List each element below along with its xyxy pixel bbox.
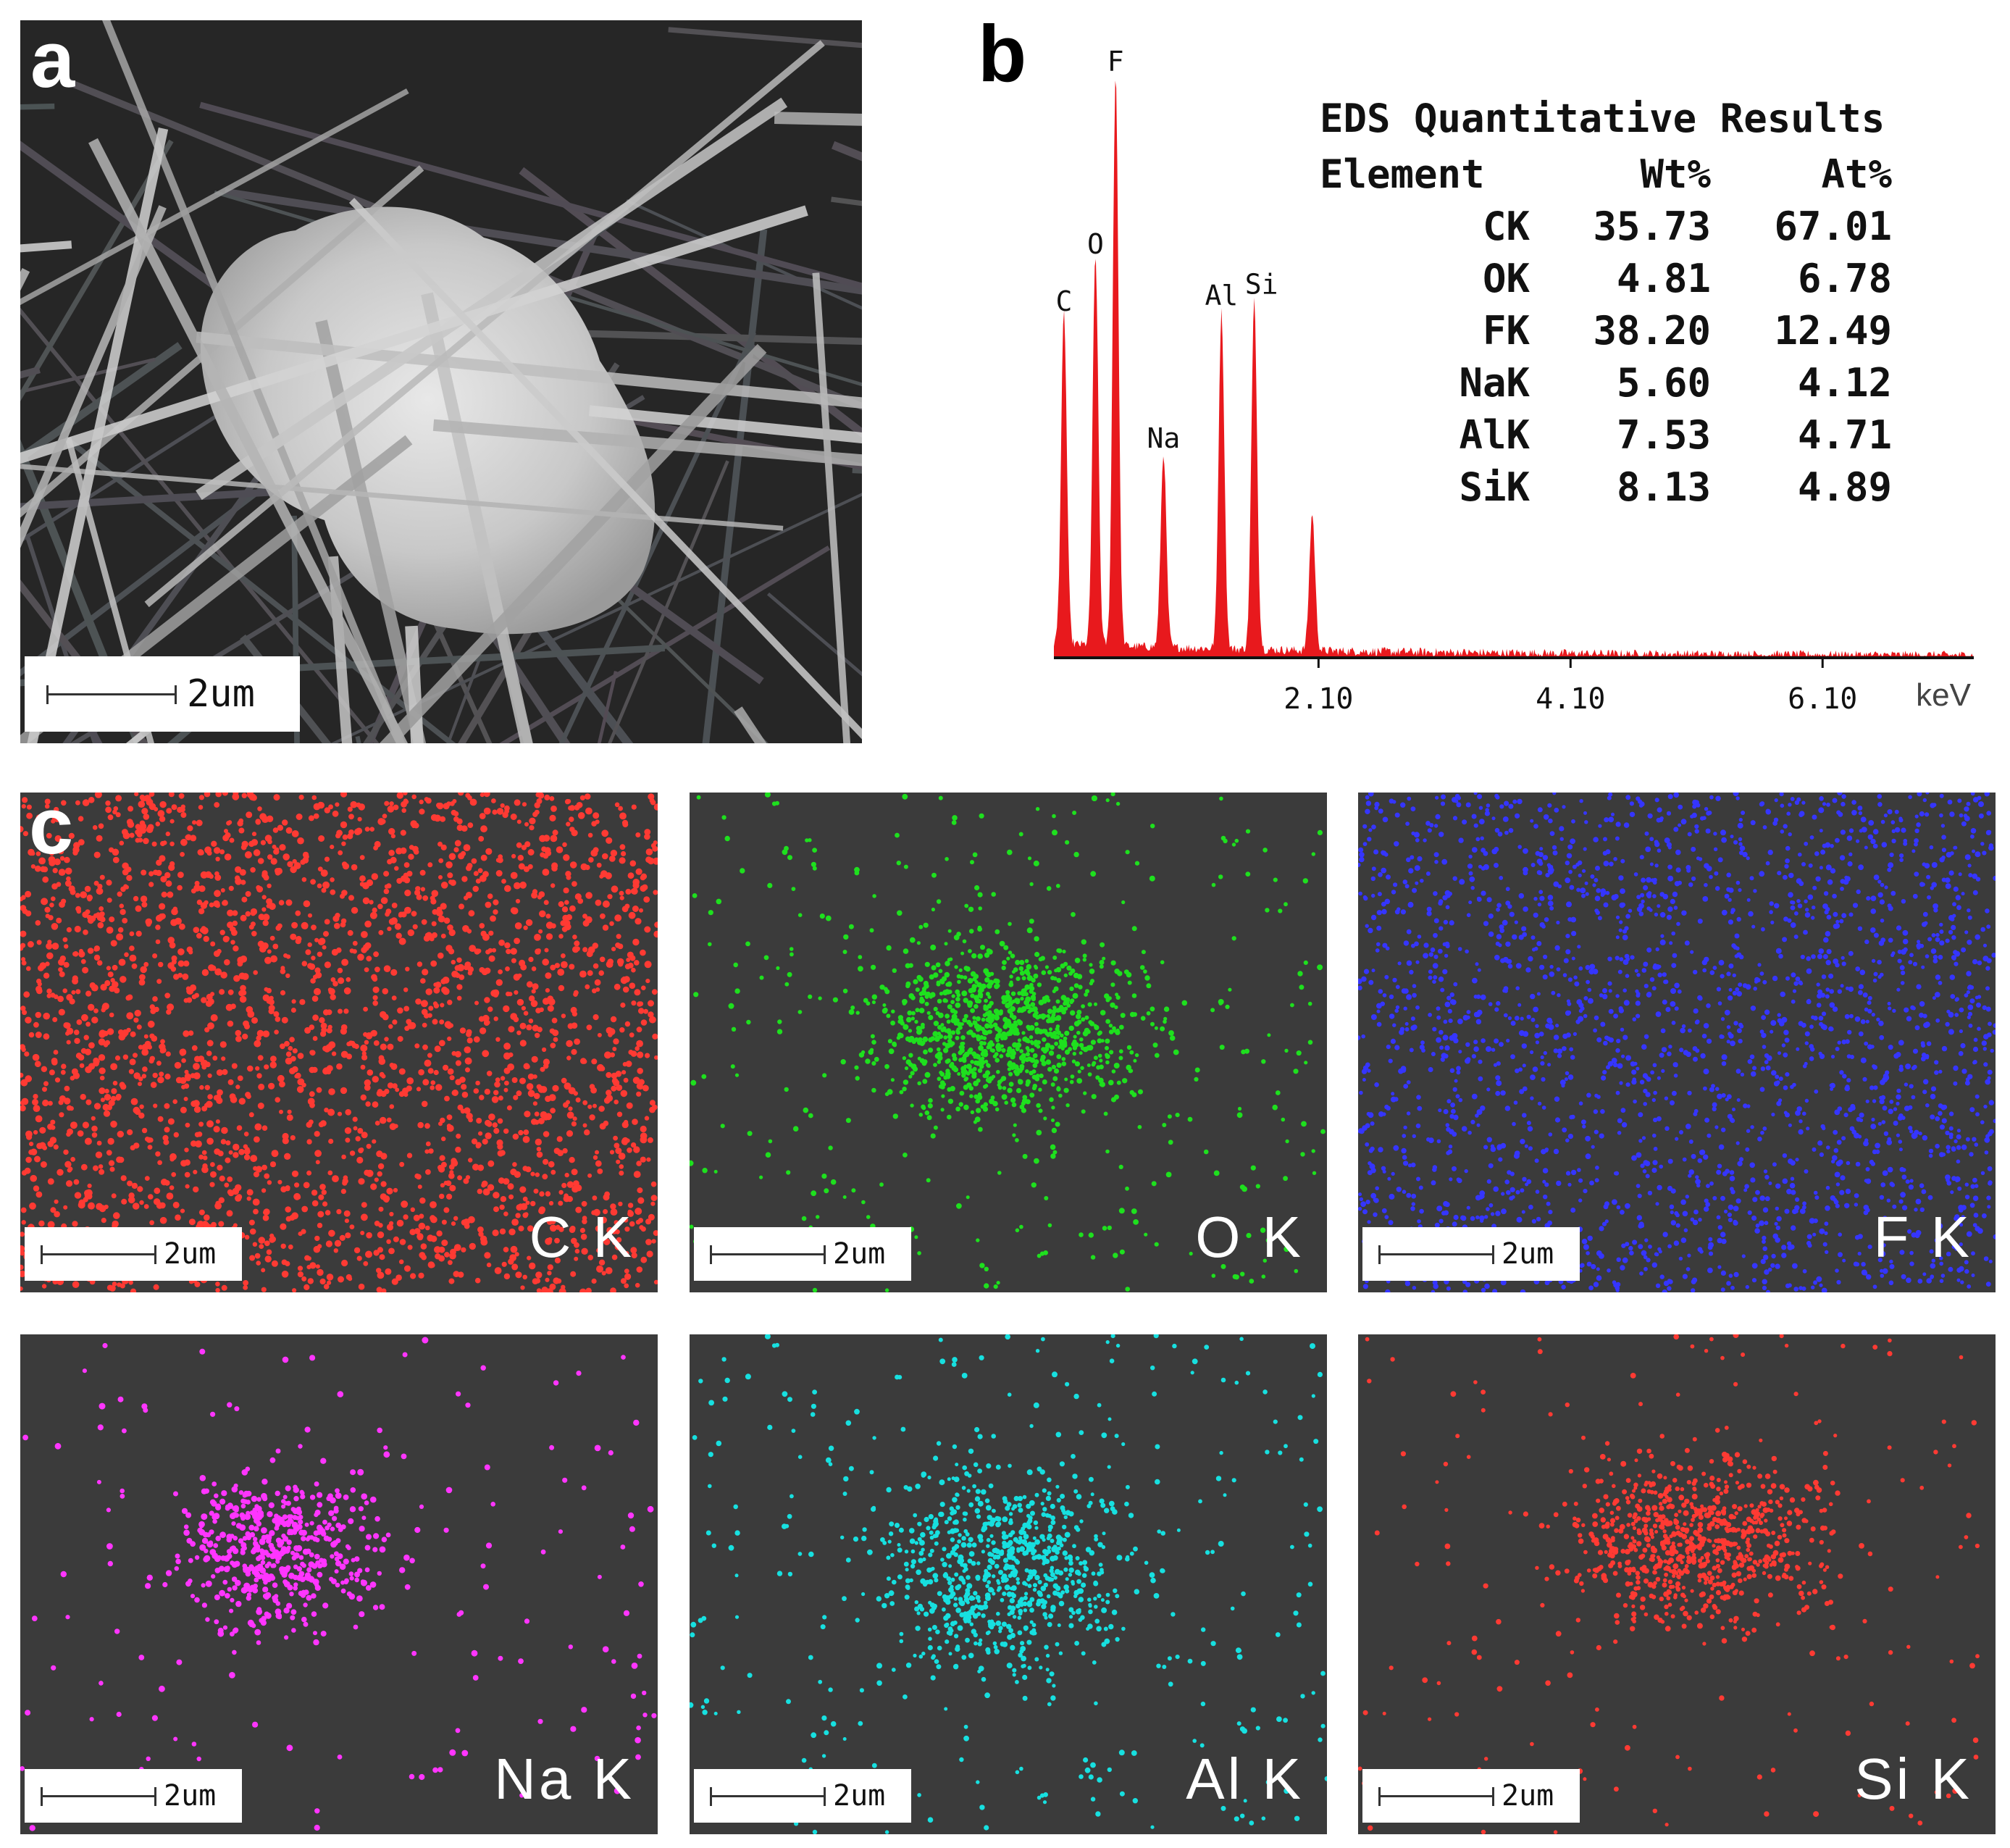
sem-image: 2um <box>20 20 862 743</box>
eds-col-wt: Wt% <box>1640 151 1711 197</box>
eds-cell-element: AlK <box>1459 411 1530 458</box>
x-tick-label: 2.10 <box>1284 682 1353 716</box>
scale-bar-map: 2um <box>25 1769 242 1823</box>
eds-cell-wt: 8.13 <box>1616 464 1711 510</box>
scale-bar-map: 2um <box>25 1227 242 1281</box>
eds-cell-at: 12.49 <box>1774 307 1892 354</box>
scale-bar-label: 2um <box>833 1237 886 1271</box>
element-map-f: 2um F K <box>1358 793 1996 1292</box>
eds-cell-at: 67.01 <box>1774 203 1892 249</box>
table-row: NaK 5.60 4.12 <box>1320 356 1892 409</box>
scale-bar-line <box>1378 1245 1494 1264</box>
map-dots <box>690 793 1326 1292</box>
crystal-particle <box>200 206 656 635</box>
scale-bar-label: 2um <box>187 672 255 716</box>
table-row: OK 4.81 6.78 <box>1320 252 1892 304</box>
scale-bar-label: 2um <box>1502 1779 1554 1813</box>
map-dots <box>1358 793 1996 1292</box>
scale-bar-label: 2um <box>164 1779 217 1813</box>
map-element-label: Si K <box>1854 1747 1972 1811</box>
eds-cell-at: 4.71 <box>1797 411 1892 458</box>
eds-cell-wt: 35.73 <box>1593 203 1711 249</box>
scale-bar-label: 2um <box>1502 1237 1554 1271</box>
panel-letter-b: b <box>978 9 1027 99</box>
scale-bar-line <box>41 1245 156 1264</box>
scale-bar-line <box>41 1786 156 1806</box>
eds-cell-at: 6.78 <box>1797 255 1892 301</box>
scale-bar-map: 2um <box>694 1769 911 1823</box>
table-row: FK 38.20 12.49 <box>1320 304 1892 356</box>
eds-cell-wt: 38.20 <box>1593 307 1711 354</box>
scale-bar-line <box>46 685 177 704</box>
scale-bar-line <box>1378 1786 1494 1806</box>
eds-cell-element: FK <box>1482 307 1530 354</box>
map-element-label: C K <box>529 1205 635 1269</box>
scale-bar-line <box>710 1245 826 1264</box>
sem-fibers <box>20 20 862 743</box>
x-axis-label: keV <box>1916 677 1971 713</box>
eds-cell-wt: 4.81 <box>1616 255 1711 301</box>
eds-cell-at: 4.12 <box>1797 359 1892 406</box>
peak-label: Si <box>1245 268 1278 300</box>
eds-cell-element: OK <box>1482 255 1530 301</box>
eds-col-element: Element <box>1320 151 1485 197</box>
element-map-al: 2um Al K <box>690 1334 1327 1834</box>
peak-label: Na <box>1147 422 1180 454</box>
scale-bar-label: 2um <box>164 1237 217 1271</box>
table-row: AlK 7.53 4.71 <box>1320 409 1892 461</box>
eds-cell-element: NaK <box>1459 359 1530 406</box>
map-dots <box>690 1334 1327 1834</box>
map-dots <box>20 793 658 1292</box>
eds-spectrum-chart: 2.10 4.10 6.10 keV CO F Na Al Si <box>1054 46 1974 716</box>
eds-table-header: Element Wt% At% <box>1320 148 1892 200</box>
eds-cell-at: 4.89 <box>1797 464 1892 510</box>
panel-letter-a: a <box>30 15 75 104</box>
eds-results-table: EDS Quantitative Results Element Wt% At%… <box>1320 96 1892 513</box>
map-element-label: Na K <box>494 1747 635 1811</box>
x-tick-label: 6.10 <box>1788 682 1857 716</box>
scale-bar-line <box>710 1786 826 1806</box>
element-map-si: 2um Si K <box>1358 1334 1996 1834</box>
peak-label: O <box>1087 228 1104 260</box>
panel-letter-c: c <box>29 782 74 871</box>
scale-bar-a: 2um <box>25 656 300 732</box>
scale-bar-map: 2um <box>694 1227 911 1281</box>
scale-bar-label: 2um <box>833 1779 886 1813</box>
table-row: SiK 8.13 4.89 <box>1320 461 1892 513</box>
peak-label: Al <box>1205 280 1239 312</box>
peak-label: C <box>1055 285 1072 317</box>
element-map-na: 2um Na K <box>20 1334 658 1834</box>
eds-col-at: At% <box>1821 151 1892 197</box>
map-element-label: O K <box>1195 1205 1304 1269</box>
element-map-c: 2um C K <box>20 793 658 1292</box>
peak-label: F <box>1107 46 1124 78</box>
scale-bar-map: 2um <box>1362 1769 1580 1823</box>
element-map-o: 2um O K <box>690 793 1327 1292</box>
eds-table-title: EDS Quantitative Results <box>1320 96 1885 141</box>
x-tick-label: 4.10 <box>1536 682 1605 716</box>
scale-bar-map: 2um <box>1362 1227 1580 1281</box>
map-dots <box>20 1337 657 1831</box>
table-row: CK 35.73 67.01 <box>1320 200 1892 252</box>
eds-cell-wt: 5.60 <box>1616 359 1711 406</box>
map-element-label: F K <box>1873 1205 1972 1269</box>
eds-cell-element: SiK <box>1459 464 1530 510</box>
eds-cell-element: CK <box>1482 203 1530 249</box>
map-element-label: Al K <box>1186 1747 1304 1811</box>
eds-cell-wt: 7.53 <box>1616 411 1711 458</box>
